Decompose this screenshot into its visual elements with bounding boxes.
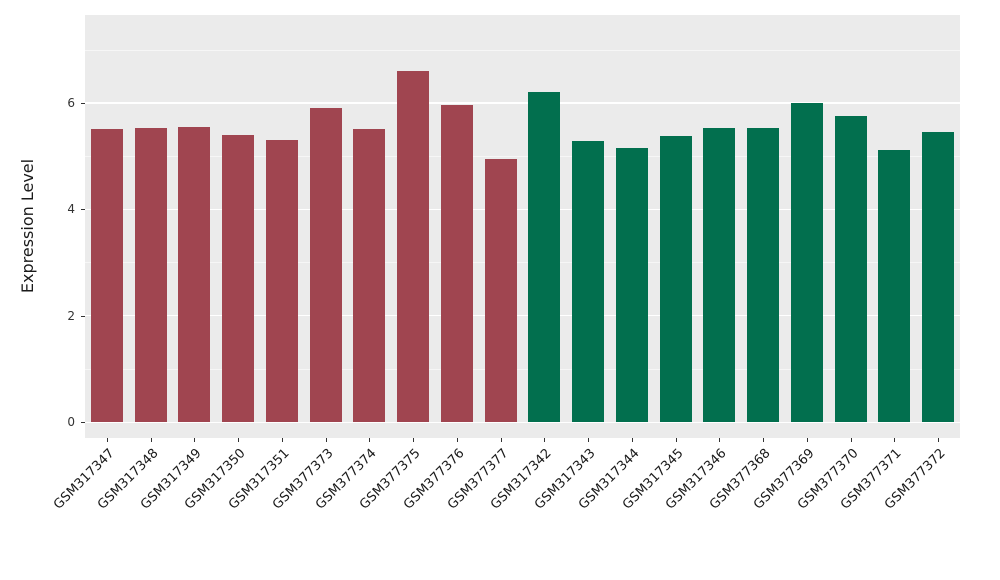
bar: [440, 105, 473, 422]
y-tick-mark: [81, 102, 85, 104]
gridline-minor: [85, 156, 960, 157]
x-tick-mark: [194, 438, 196, 442]
bar: [922, 132, 955, 422]
x-tick-mark: [850, 438, 852, 442]
bar: [572, 141, 605, 422]
y-tick-mark: [81, 422, 85, 423]
bar: [353, 129, 386, 422]
x-tick-mark: [413, 438, 415, 442]
bar: [134, 128, 167, 422]
plot-panel: [85, 15, 960, 438]
bar: [703, 128, 736, 422]
y-tick-mark: [81, 209, 85, 211]
x-tick-mark: [106, 438, 108, 442]
x-tick-mark: [719, 438, 721, 442]
x-tick-mark: [631, 438, 633, 442]
bar: [747, 128, 780, 422]
gridline-minor: [85, 262, 960, 264]
y-tick-label: 6: [67, 95, 75, 110]
bar: [659, 135, 692, 422]
x-tick-label: GSM377372: [882, 446, 949, 513]
gridline-major: [85, 208, 960, 211]
bar: [397, 70, 430, 422]
bar: [834, 116, 867, 422]
x-tick-mark: [281, 438, 283, 442]
gridline-major: [85, 421, 960, 423]
x-tick-mark: [369, 438, 371, 442]
y-axis-label: Expression Level: [18, 158, 37, 294]
gridline-major: [85, 315, 960, 317]
bar: [615, 148, 648, 422]
x-tick-mark: [238, 438, 240, 442]
x-tick-mark: [325, 438, 327, 442]
x-tick-mark: [456, 438, 458, 442]
bar: [878, 149, 911, 422]
gridline-major: [85, 102, 960, 104]
bar: [484, 158, 517, 422]
bar: [222, 134, 255, 422]
y-tick-label: 4: [67, 202, 75, 217]
y-tick-label: 2: [67, 308, 75, 323]
x-tick-mark: [675, 438, 677, 442]
bar: [790, 102, 823, 422]
x-tick-mark: [938, 438, 940, 442]
x-tick-mark: [544, 438, 546, 442]
bar: [528, 92, 561, 422]
bar: [309, 108, 342, 422]
x-tick-mark: [150, 438, 152, 442]
gridline-minor: [85, 368, 960, 370]
x-tick-mark: [500, 438, 502, 442]
x-tick-mark: [806, 438, 808, 442]
x-tick-mark: [588, 438, 590, 442]
x-tick-mark: [894, 438, 896, 442]
bar: [90, 129, 123, 422]
y-tick-mark: [81, 315, 85, 317]
x-tick-mark: [763, 438, 765, 442]
gridline-minor: [85, 49, 960, 51]
y-tick-label: 0: [67, 415, 75, 429]
bar: [178, 126, 211, 422]
bar: [265, 140, 298, 422]
